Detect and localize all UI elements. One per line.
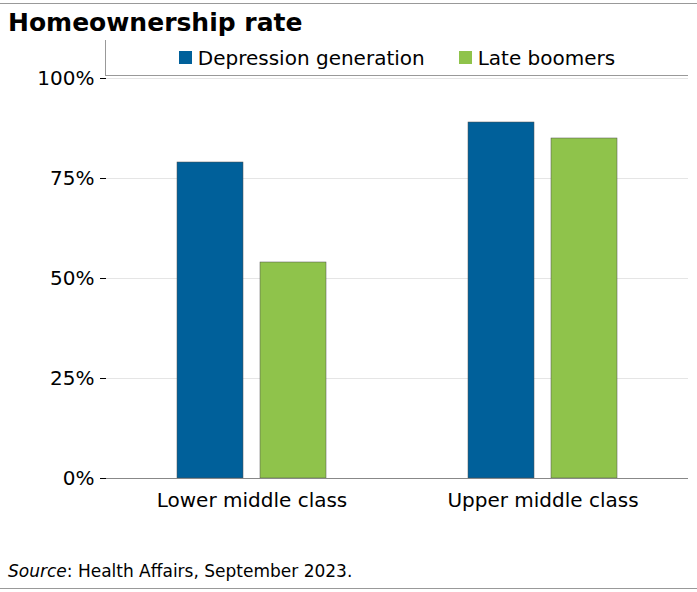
svg-text:Lower middle class: Lower middle class bbox=[157, 488, 348, 512]
svg-text:Upper middle class: Upper middle class bbox=[447, 488, 638, 512]
svg-text:25%: 25% bbox=[50, 366, 94, 390]
html-text:Source: Health Affairs, Septem: Source: Health Affairs, September 2023. bbox=[8, 561, 353, 581]
html-text:Homeownership rate: Homeownership rate bbox=[8, 8, 303, 37]
svg-text:50%: 50% bbox=[50, 266, 94, 290]
svg-text:75%: 75% bbox=[50, 166, 94, 190]
svg-text:100%: 100% bbox=[37, 66, 94, 90]
svg-text:0%: 0% bbox=[63, 466, 95, 490]
html-text:Depression generation: Depression generation bbox=[197, 45, 425, 70]
html-text:Late boomers: Late boomers bbox=[477, 45, 616, 70]
